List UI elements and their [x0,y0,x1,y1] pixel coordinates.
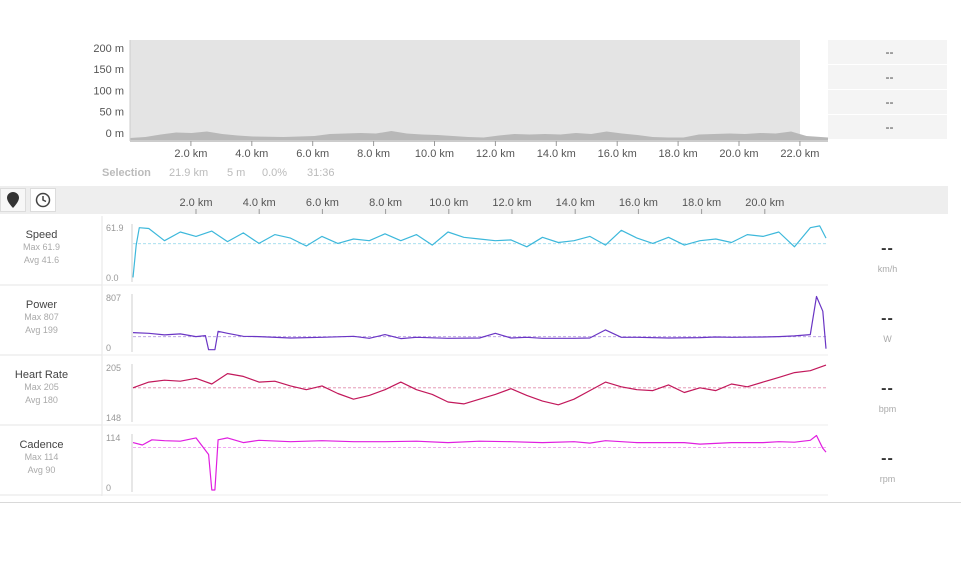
toolbar-x-tick-label: 4.0 km [243,197,276,209]
metric-current-value: -- [881,310,894,327]
elevation-y-tick-label: 150 m [93,64,124,76]
metric-name: Power [25,299,58,311]
elevation-x-tick-label: 16.0 km [598,148,637,160]
elevation-y-axis: 200 m 150 m 100 m 50 m 0 m [93,43,124,140]
elevation-x-tick-label: 14.0 km [537,148,576,160]
metric-row-cadence[interactable]: 114 0 [0,426,828,496]
elevation-x-tick-label: 2.0 km [174,148,207,160]
metric-unit: W [883,334,892,344]
elevation-x-tick-label: 12.0 km [476,148,515,160]
elevation-y-tick-label: 200 m [93,43,124,55]
elevation-x-tick-label: 6.0 km [296,148,329,160]
metric-avg: Avg 90 [27,465,56,475]
metric-current-value: -- [881,450,894,467]
elevation-x-tick-label: 20.0 km [719,148,758,160]
elevation-chart[interactable]: 200 m 150 m 100 m 50 m 0 m 2.0 km 4.0 km 6.0 k… [0,0,961,186]
metric-label-cadence: Cadence Max 114 Avg 90 [0,439,83,477]
time-mode-button[interactable] [30,188,56,212]
toolbar-x-tick-label: 16.0 km [619,197,658,209]
metric-max: Max 205 [24,382,59,392]
toolbar-x-tick-label: 18.0 km [682,197,721,209]
map-pin-icon [7,192,19,208]
elevation-x-tick-label: 8.0 km [357,148,390,160]
metric-y-min-label: 0 [106,483,111,493]
metric-label-heart-rate: Heart Rate Max 205 Avg 180 [0,369,83,407]
distance-mode-button[interactable] [0,188,26,212]
elevation-y-tick-label: 50 m [100,107,124,119]
metric-y-max-label: 61.9 [106,223,124,233]
metric-value-cadence: -- rpm [828,450,947,484]
metric-row-power[interactable]: 807 0 [0,286,828,356]
metric-y-max-label: 114 [106,433,120,443]
selection-label: Selection [102,167,151,179]
toolbar-x-tick-label: 12.0 km [492,197,531,209]
elevation-x-tick-label: 10.0 km [415,148,454,160]
selection-distance: 21.9 km [169,167,209,179]
metric-name: Cadence [19,439,64,451]
metric-max: Max 114 [24,452,59,462]
metric-y-min-label: 0.0 [106,273,119,283]
metric-avg: Avg 41.6 [23,255,60,265]
elevation-plot-bg [130,40,800,140]
toolbar-x-tick-label: 8.0 km [369,197,402,209]
metric-unit: bpm [878,404,897,414]
metric-name: Speed [25,229,58,241]
metric-current-value: -- [881,240,894,257]
elevation-profile [130,131,828,140]
bottom-divider [0,502,961,503]
elevation-stat-3: -- [828,90,947,114]
elevation-x-ticks: 2.0 km 4.0 km 6.0 km 8.0 km 10.0 km 12.0 km 14… [174,141,819,160]
metric-row-speed[interactable]: 61.9 0.0 [0,216,828,286]
metric-series-line [132,364,827,406]
metric-value-power: -- W [828,310,947,344]
clock-icon [35,192,51,208]
metric-series-line [132,295,827,351]
elevation-x-tick-label: 4.0 km [235,148,268,160]
selection-duration: 31:36 [307,167,335,179]
metric-y-min-label: 0 [106,343,111,353]
metric-current-value: -- [881,380,894,397]
metric-name: Heart Rate [14,369,69,381]
metric-unit: km/h [877,264,898,274]
metric-max: Max 61.9 [22,242,61,252]
metric-y-min-label: 148 [106,413,121,423]
metric-value-heart-rate: -- bpm [828,380,947,414]
metric-label-power: Power Max 807 Avg 199 [0,299,83,337]
toolbar-x-tick-label: 14.0 km [556,197,595,209]
elevation-stat-4: -- [828,115,947,139]
metric-avg: Avg 199 [25,325,58,335]
metric-value-speed: -- km/h [828,240,947,274]
metric-avg: Avg 180 [25,395,58,405]
toolbar-x-ticks: 2.0 km 4.0 km 6.0 km 8.0 km 10.0 km 12.0 km 14… [179,197,784,214]
metric-series-line [132,225,827,278]
selection-elevation-gain: 5 m [227,167,246,179]
toolbar-x-tick-label: 6.0 km [306,197,339,209]
metric-y-max-label: 807 [106,293,121,303]
selection-grade: 0.0% [262,167,288,179]
elevation-y-tick-label: 100 m [93,85,124,97]
toolbar-x-tick-label: 20.0 km [745,197,784,209]
elevation-stat-2: -- [828,65,947,89]
x-axis-toolbar [0,186,948,214]
metric-max: Max 807 [24,312,59,322]
elevation-x-tick-label: 18.0 km [659,148,698,160]
elevation-x-tick-label: 22.0 km [780,148,819,160]
toolbar-x-tick-label: 2.0 km [179,197,212,209]
elevation-stat-1: -- [828,40,947,64]
metric-row-heart-rate[interactable]: 205 148 [0,356,828,426]
metric-label-speed: Speed Max 61.9 Avg 41.6 [0,229,83,267]
metric-y-max-label: 205 [106,363,121,373]
elevation-y-tick-label: 0 m [106,128,124,140]
metric-unit: rpm [879,474,896,484]
metric-series-line [132,434,827,491]
toolbar-x-tick-label: 10.0 km [429,197,468,209]
